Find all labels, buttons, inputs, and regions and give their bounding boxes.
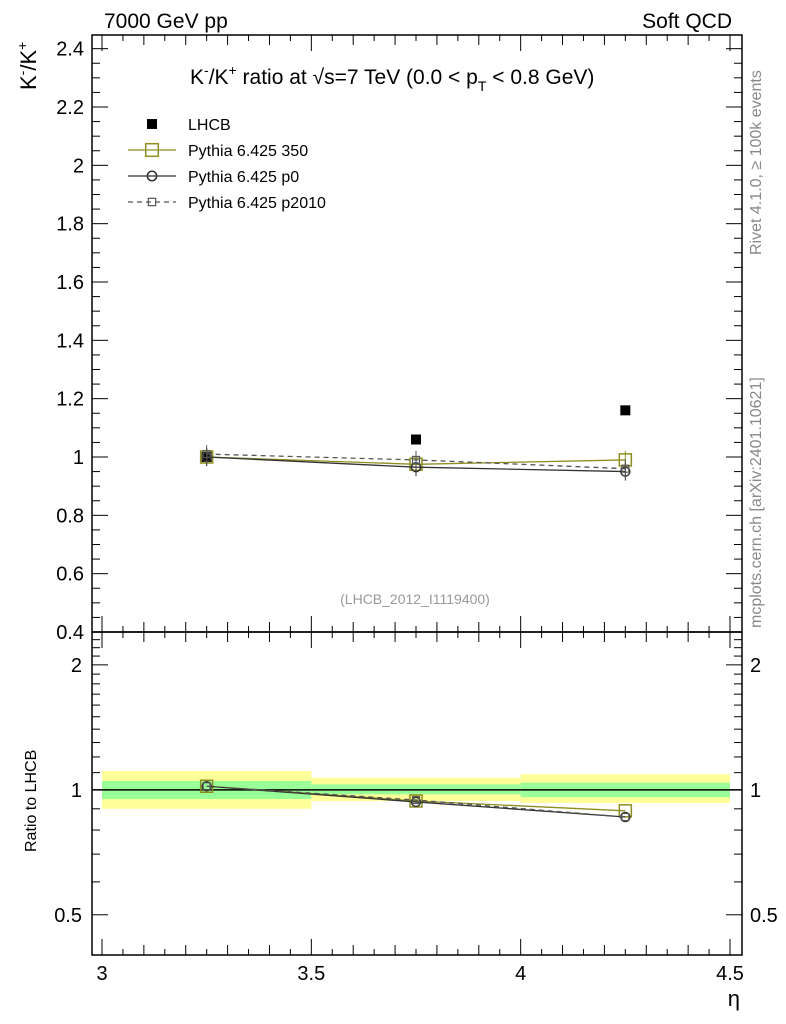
x-axis-label: η <box>728 986 740 1011</box>
y-tick-label: 1.4 <box>56 330 84 352</box>
ratio-series-line <box>206 785 626 818</box>
y-tick-label: 2.2 <box>56 97 84 119</box>
rivet-label: Rivet 4.1.0, ≥ 100k events <box>748 70 765 255</box>
legend: LHCB Pythia 6.425 350 Pythia 6.425 p0 Pythi… <box>128 117 326 212</box>
y-tick-label: 1 <box>73 447 84 469</box>
title-part4: < 0.8 GeV) <box>486 66 594 89</box>
marker-lhcb <box>411 434 421 445</box>
title-part1: K <box>190 66 204 89</box>
ratio-y-tick-label: 2 <box>71 655 82 677</box>
mcplots-label: mcplots.cern.ch [arXiv:2401.10621] <box>748 377 765 628</box>
legend-label: LHCB <box>188 117 231 134</box>
x-tick-label: 4 <box>515 963 526 985</box>
marker-pythia-p2010 <box>411 795 421 805</box>
ratio-y-tick-label: 1 <box>71 780 82 802</box>
marker-pythia-p2010 <box>621 464 630 473</box>
title-sub: T <box>478 78 487 94</box>
y-axis-label-sup1: - <box>14 70 30 75</box>
marker-pythia-p2010 <box>147 197 157 207</box>
y-tick-label: 2.4 <box>56 39 84 61</box>
y-tick-label: 0.4 <box>56 622 84 644</box>
marker-pythia-p2010 <box>202 449 211 459</box>
y-axis-label-base1: K <box>16 75 41 90</box>
title-sup1: - <box>204 62 209 78</box>
y-axis-label-base2: /K <box>16 50 41 71</box>
y-tick-label: 0.8 <box>56 505 84 527</box>
marker-pythia-350 <box>144 142 160 158</box>
chart-title: K-/K+ ratio at √s=7 TeV (0.0 < pT < 0.8 … <box>190 62 594 94</box>
header-right: Soft QCD <box>642 10 732 33</box>
ratio-series-line <box>206 785 626 818</box>
ratio-y-tick-label: 0.5 <box>54 905 82 927</box>
legend-label: Pythia 6.425 p2010 <box>188 195 326 212</box>
y-tick-label: 1.2 <box>56 389 84 411</box>
title-part3: ratio at √s=7 TeV (0.0 < p <box>237 66 478 89</box>
analysis-watermark: (LHCB_2012_I1119400) <box>340 591 490 607</box>
ratio-plot-frame: 3 3.5 4 4.5 0.5 0.5 1 1 2 2 <box>54 631 778 985</box>
marker-pythia-p2010 <box>411 455 421 465</box>
legend-label: Pythia 6.425 p0 <box>188 169 299 186</box>
marker-pythia-p0 <box>410 796 422 808</box>
main-plot-frame: 0.4 0.6 0.8 1 1.2 1.4 1.6 1.8 2 2.2 2.4 <box>56 34 743 644</box>
y-tick-label: 1.6 <box>56 272 84 294</box>
ratio-frame-box <box>91 631 743 956</box>
header-left: 7000 GeV pp <box>104 10 228 33</box>
x-tick-label: 3.5 <box>297 963 325 985</box>
title-part2: /K <box>209 66 229 89</box>
marker-lhcb <box>147 119 157 129</box>
marker-pythia-p0 <box>146 170 158 182</box>
y-tick-label: 0.6 <box>56 564 84 586</box>
ratio-series <box>199 779 633 823</box>
x-tick-label: 3 <box>96 963 107 985</box>
ratio-y-tick-label-right: 2 <box>750 655 761 677</box>
y-tick-label: 2 <box>73 155 84 177</box>
marker-pythia-p2010 <box>202 782 211 791</box>
marker-pythia-p2010 <box>621 812 630 822</box>
ratio-y-tick-label-right: 0.5 <box>750 905 778 927</box>
x-tick-label: 4.5 <box>716 963 744 985</box>
y-tick-label: 1.8 <box>56 214 84 236</box>
legend-label: Pythia 6.425 350 <box>188 143 308 160</box>
main-series <box>199 405 633 481</box>
y-axis-label: K-/K+ <box>14 42 41 90</box>
title-sup2: + <box>229 62 237 78</box>
y-axis-label-sup2: + <box>14 42 30 50</box>
ratio-y-tick-label-right: 1 <box>750 780 761 802</box>
ratio-y-label: Ratio to LHCB <box>23 750 40 852</box>
marker-lhcb <box>620 405 631 416</box>
